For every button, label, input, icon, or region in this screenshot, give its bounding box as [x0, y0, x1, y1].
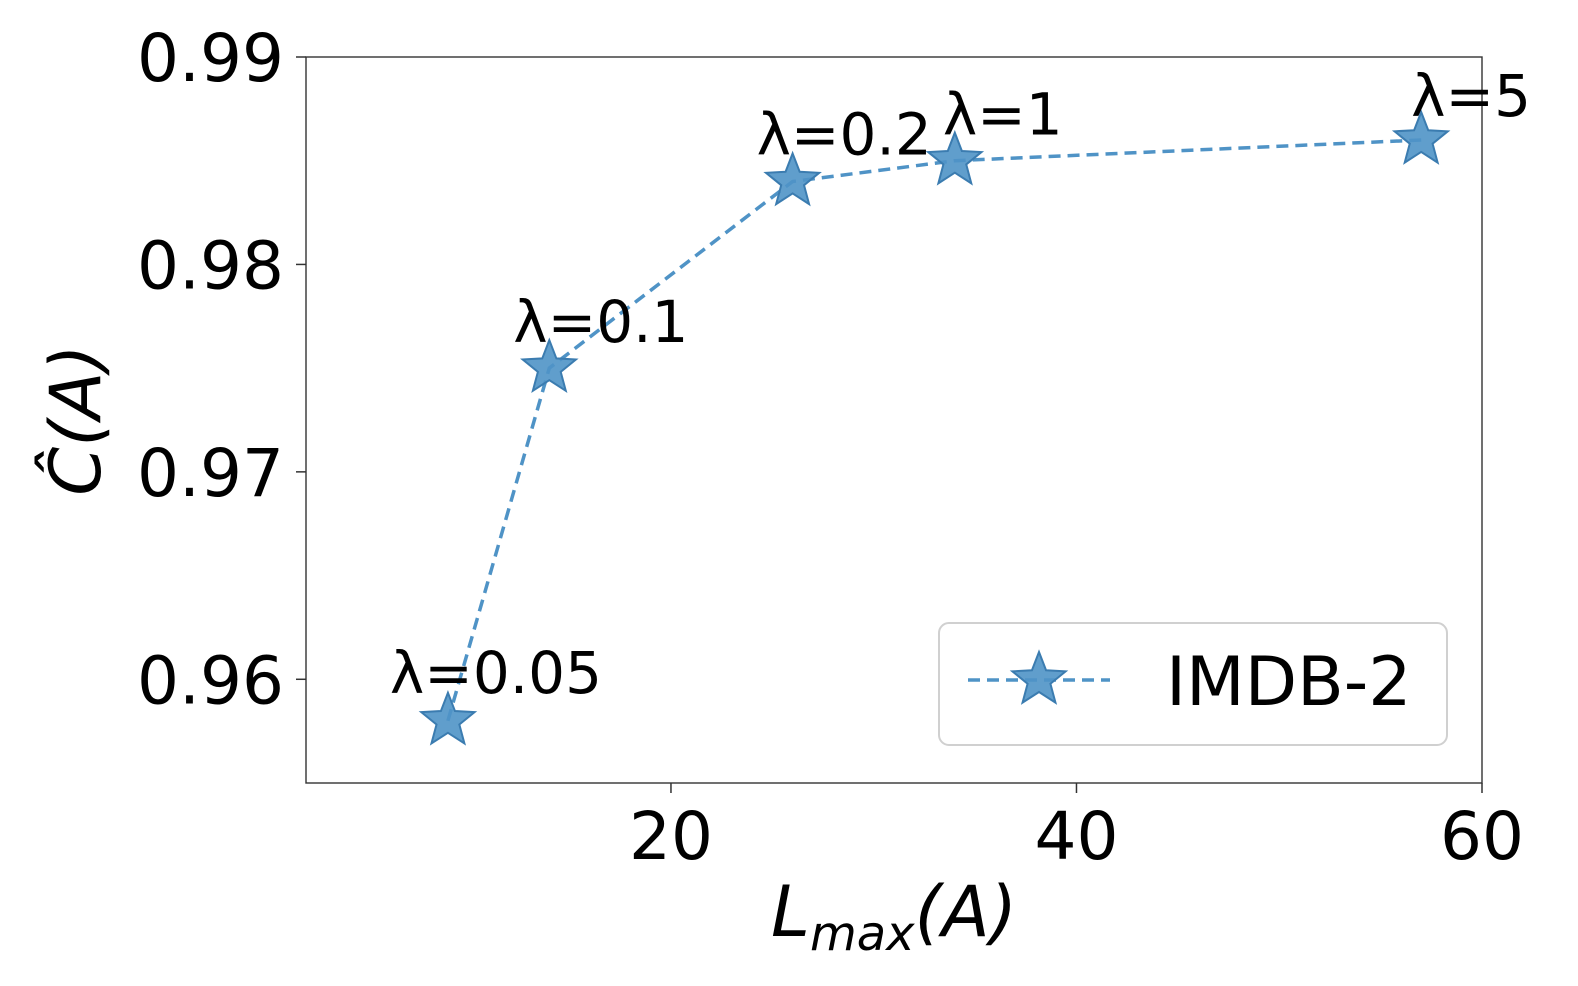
point-annotation: λ=1: [943, 81, 1063, 149]
point-annotation: λ=0.05: [390, 639, 602, 707]
x-tick-label: 60: [1440, 798, 1524, 875]
legend: IMDB-2: [938, 622, 1448, 746]
y-tick-label: 0.99: [137, 20, 284, 97]
y-tick-label: 0.96: [137, 642, 284, 719]
legend-box: [938, 622, 1448, 746]
data-point-star-icon: [520, 337, 579, 394]
y-tick-label: 0.98: [137, 227, 284, 304]
series-group: [418, 109, 1451, 746]
annotation-group: λ=0.05 λ=0.1 λ=0.2 λ=1 λ=5: [390, 62, 1531, 707]
y-tick-label: 0.97: [137, 435, 284, 512]
x-axis-label-arg: (A): [915, 871, 1018, 953]
x-axis-label-sub: max: [810, 906, 915, 962]
legend-star-icon: [1009, 649, 1069, 705]
y-axis-label-text: Ĉ(A): [35, 344, 117, 495]
data-point-star-icon: [925, 129, 985, 186]
y-axis: 0.96 0.97 0.98 0.99: [137, 20, 306, 719]
x-axis: 20 40 60: [629, 783, 1524, 875]
x-tick-label: 40: [1034, 798, 1118, 875]
x-tick-label: 20: [629, 798, 713, 875]
point-annotation: λ=0.2: [757, 100, 932, 168]
point-annotation: λ=0.1: [513, 288, 688, 356]
data-point-star-icon: [418, 689, 478, 746]
data-point-star-icon: [1391, 109, 1451, 165]
point-annotation: λ=5: [1411, 62, 1531, 130]
legend-label: IMDB-2: [1166, 643, 1412, 722]
y-axis-label: Ĉ(A): [35, 344, 117, 495]
data-point-star-icon: [763, 150, 822, 207]
x-axis-label: Lmax(A): [771, 871, 1017, 962]
x-axis-label-main: L: [771, 871, 810, 953]
